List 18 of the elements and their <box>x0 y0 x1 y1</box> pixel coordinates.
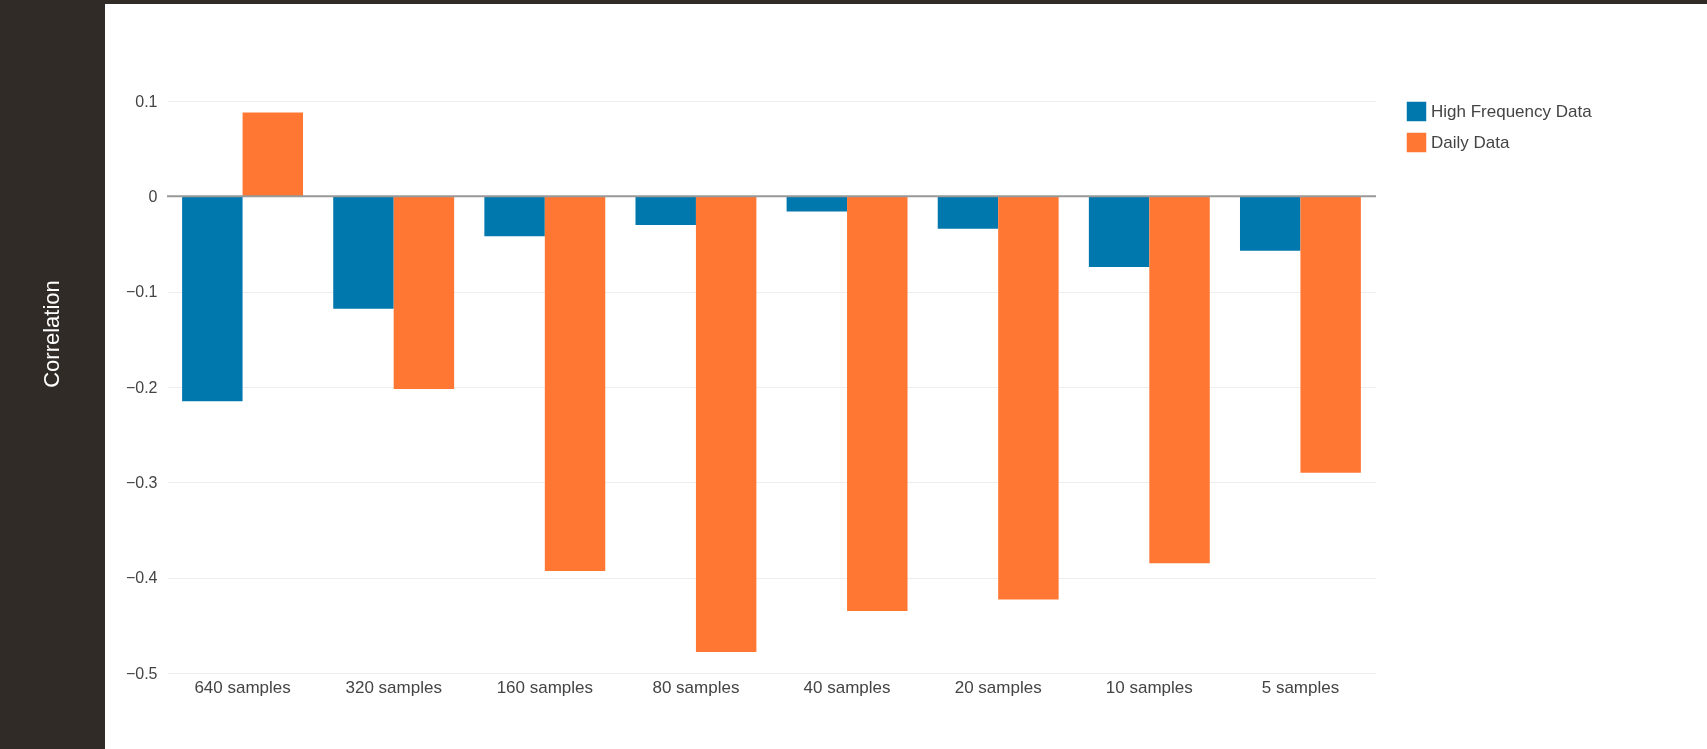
y-tick-label: −0.5 <box>125 664 158 682</box>
legend-label: High Frequency Data <box>1431 101 1593 121</box>
x-tick-label: 40 samples <box>803 677 891 697</box>
x-tick-label: 20 samples <box>954 677 1042 697</box>
x-tick-label: 320 samples <box>345 677 442 697</box>
y-tick-label: −0.3 <box>125 473 158 491</box>
x-tick-label: 640 samples <box>194 677 291 697</box>
x-tick-label: 80 samples <box>652 677 740 697</box>
x-tick-label: 5 samples <box>1261 677 1340 697</box>
y-tick-label: −0.1 <box>125 283 158 301</box>
y-tick-label: 0 <box>148 187 158 205</box>
y-tick-label: 0.1 <box>135 92 158 110</box>
y-axis-title: Correlation <box>39 280 65 388</box>
x-tick-label: 10 samples <box>1105 677 1193 697</box>
x-tick-label: 160 samples <box>496 677 594 697</box>
legend-label: Daily Data <box>1431 132 1510 152</box>
y-tick-label: −0.2 <box>125 378 158 396</box>
y-tick-label: −0.4 <box>125 569 158 587</box>
